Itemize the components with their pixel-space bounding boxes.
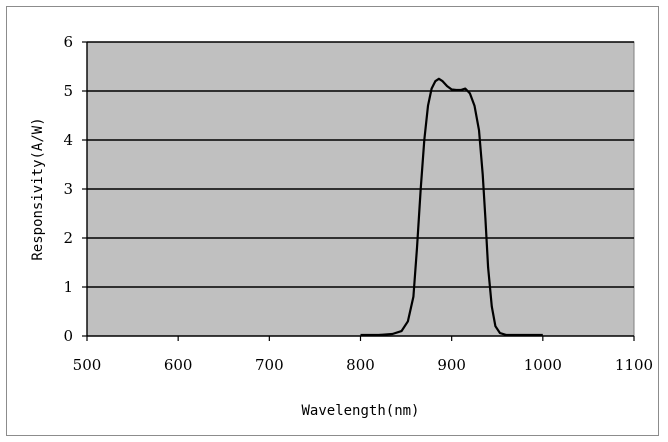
series-line <box>360 77 543 337</box>
x-axis-title: Wavelength(nm) <box>301 403 419 419</box>
x-tick-label: 500 <box>73 356 102 374</box>
y-tick-label: 1 <box>63 278 73 296</box>
y-tick-label: 4 <box>63 131 73 149</box>
x-tick-label: 600 <box>164 356 193 374</box>
x-tick-label: 1100 <box>615 356 653 374</box>
x-tick-label: 1000 <box>524 356 562 374</box>
y-tick-label: 0 <box>63 327 73 345</box>
x-tick-label: 900 <box>437 356 466 374</box>
tick-labels: 0 1 2 3 4 5 6 500 600 700 800 900 1000 1100 <box>63 33 653 374</box>
x-tick-label: 800 <box>346 356 375 374</box>
y-axis-title: Responsivity(A/W) <box>30 117 46 260</box>
y-tick-label: 5 <box>63 82 73 100</box>
y-tick-label: 3 <box>63 180 73 198</box>
gridlines <box>87 41 634 288</box>
y-tick-label: 6 <box>63 33 73 51</box>
x-tick-label: 700 <box>255 356 284 374</box>
y-tick-label: 2 <box>63 229 73 247</box>
